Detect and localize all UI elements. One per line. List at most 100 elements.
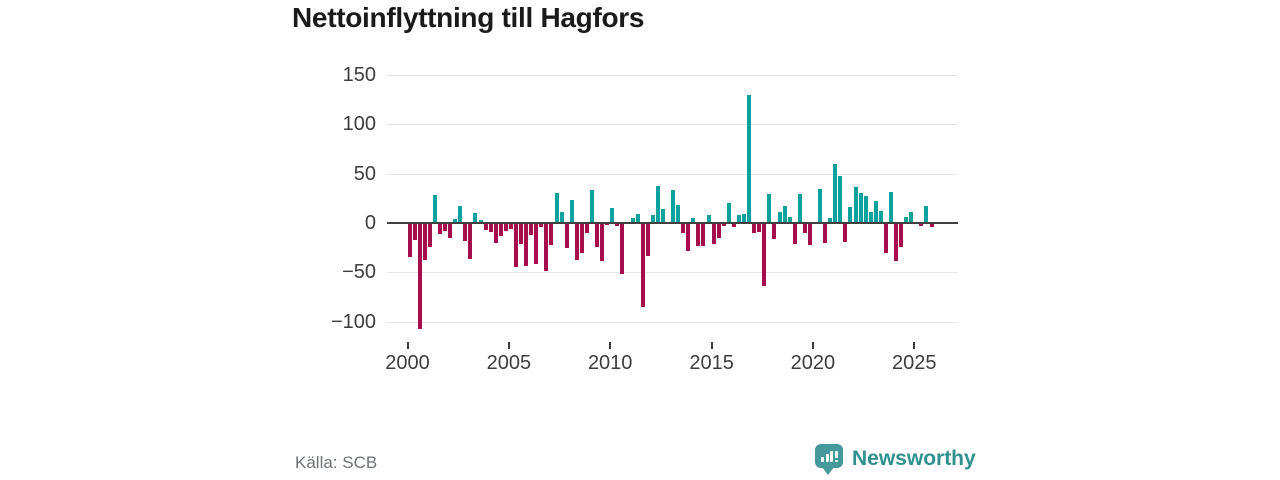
bar-2001Q4 [443,223,447,231]
bar-2022Q2 [858,193,863,223]
speech-bubble-tail [822,467,834,475]
gridline-y-100 [387,124,958,125]
bar-2001Q1 [427,223,432,247]
bar-2023Q1 [873,201,878,223]
bar-2019Q1 [792,223,797,244]
bar-2016Q3 [742,214,746,223]
newsworthy-logo: Newsworthy [815,444,976,480]
bar-2000Q1 [407,223,412,257]
bar-2011Q2 [635,214,640,223]
x-axis-label-2005: 2005 [486,352,532,374]
y-axis-label--50: −50 [342,261,376,284]
bar-2020Q3 [823,223,828,243]
x-axis-label-2015: 2015 [689,352,734,374]
bar-2005Q1 [508,223,513,229]
bar-2004Q1 [488,223,493,232]
bar-2014Q1 [691,218,696,223]
logo-bar-icon [830,451,833,462]
bar-2006Q2 [534,223,539,264]
bar-2002Q1 [448,223,452,238]
bar-2009Q3 [600,223,605,261]
bar-2010Q1 [610,208,615,223]
gridline-y-150 [387,75,958,76]
bar-2025Q4 [929,223,934,227]
gridline-y-50 [387,174,958,175]
bar-2004Q2 [493,223,498,243]
y-axis-label-150: 150 [342,63,376,86]
logo-exclamation-icon [835,451,838,458]
bar-2010Q2 [615,223,620,226]
x-axis-tick-2005 [507,342,510,349]
bar-2018Q3 [782,206,787,223]
x-axis-label-2010: 2010 [587,352,633,374]
bar-2015Q4 [726,203,731,223]
bar-2022Q4 [868,212,873,223]
bar-2019Q4 [807,223,812,245]
bar-2003Q1 [468,223,473,259]
bar-2024Q3 [904,217,909,223]
bar-2016Q2 [736,215,741,223]
x-axis-tick-2000 [406,342,409,349]
bar-2021Q1 [833,163,838,223]
bar-2007Q2 [554,193,559,223]
y-axis-label-0: 0 [364,212,376,234]
bar-2006Q4 [544,223,549,272]
bar-2015Q3 [721,223,726,226]
chart-title: Nettoinflyttning till Hagfors [292,2,645,33]
bar-2001Q2 [432,195,437,223]
bar-2008Q1 [569,200,574,223]
bar-2012Q3 [660,209,665,223]
bar-2000Q4 [422,223,427,260]
bar-2024Q1 [894,223,898,261]
bar-2002Q3 [458,206,463,223]
gridline-y--50 [387,272,958,273]
bar-2005Q3 [519,223,523,244]
bar-2012Q1 [650,215,655,223]
source-label: Källa: SCB [295,453,378,472]
bar-2025Q3 [924,206,929,223]
logo-exclamation-dot-icon [835,459,838,462]
bar-2014Q3 [701,223,706,246]
x-axis-tick-2020 [811,342,814,349]
bar-2004Q4 [503,223,508,231]
bar-2005Q2 [513,223,518,267]
bar-2007Q1 [549,223,554,245]
bar-2007Q4 [564,223,569,248]
bar-2018Q4 [787,217,792,223]
bar-2005Q4 [524,223,529,266]
bar-2000Q2 [412,223,417,240]
x-axis-label-2025: 2025 [892,352,937,374]
bar-2018Q1 [772,223,777,239]
x-axis-tick-2015 [710,342,713,349]
bar-2015Q1 [711,223,716,244]
bar-2016Q1 [731,223,736,227]
bar-2016Q4 [747,94,752,223]
x-axis-label-2000: 2000 [385,352,430,374]
bar-2007Q3 [559,212,564,223]
bar-2008Q2 [574,223,579,260]
bar-2006Q3 [539,223,544,227]
bar-2014Q2 [696,223,701,246]
bar-2006Q1 [529,223,534,235]
bar-2013Q1 [671,190,675,223]
logo-bar-icon [825,454,829,462]
bar-2017Q3 [762,223,767,287]
bar-2013Q4 [686,223,691,251]
bar-2011Q3 [640,223,645,307]
bar-2021Q2 [838,175,843,223]
bar-2023Q3 [883,223,888,253]
bar-2003Q4 [483,223,488,230]
bar-2009Q2 [595,223,599,247]
x-axis-label-2020: 2020 [790,352,836,374]
bar-2011Q1 [630,218,635,223]
gridline-y--100 [387,322,958,323]
bar-2020Q4 [828,218,833,223]
bar-2014Q4 [706,215,711,223]
y-axis-label-100: 100 [342,113,376,136]
bar-2024Q4 [909,212,914,223]
bar-2009Q1 [589,190,594,223]
bar-2020Q2 [818,189,822,223]
newsworthy-logo-icon [815,444,843,475]
bar-2022Q1 [853,187,858,223]
